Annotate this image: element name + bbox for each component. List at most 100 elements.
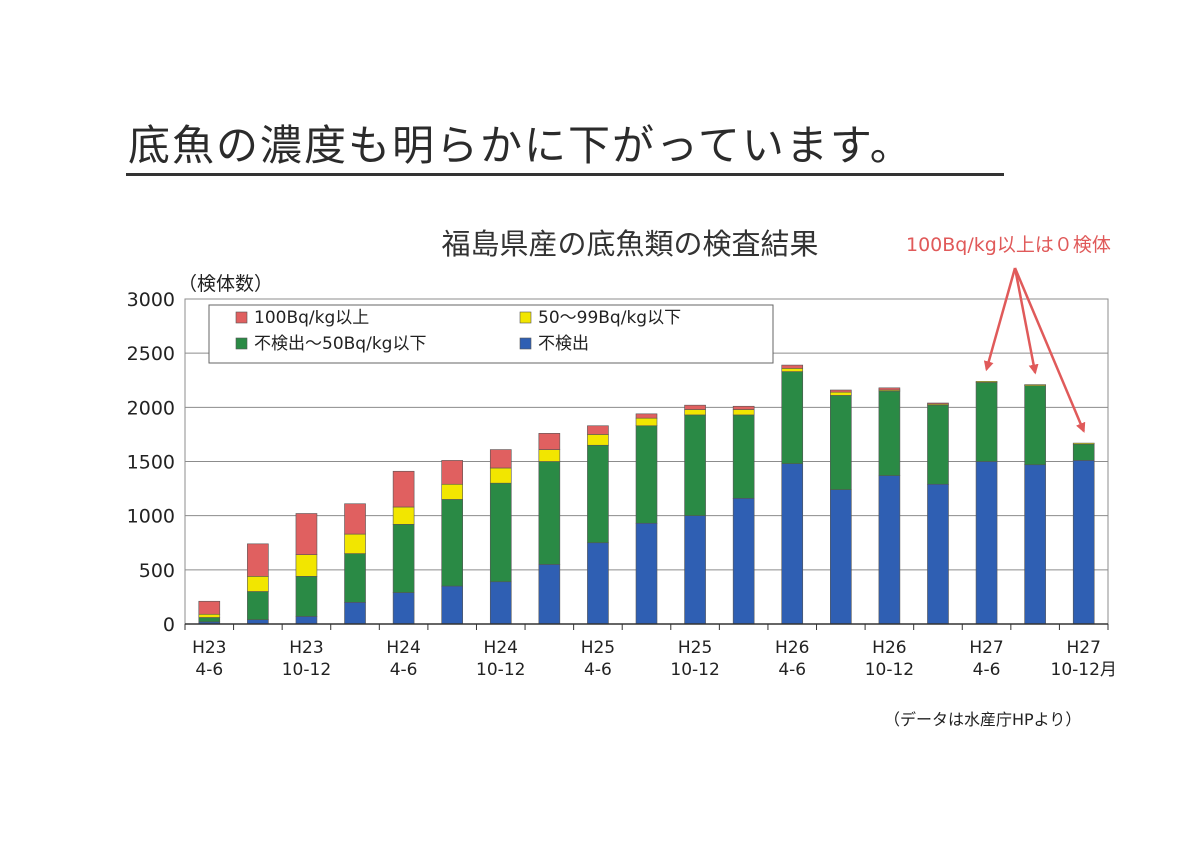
source-note: （データは水産庁HPより） xyxy=(884,710,1082,729)
x-tick-label: 4-6 xyxy=(195,660,223,680)
legend-swatch xyxy=(519,337,532,350)
x-tick-label: H23 xyxy=(289,638,323,658)
legend-label: 不検出 xyxy=(538,334,589,354)
x-tick-label: 10-12 xyxy=(282,660,331,680)
y-tick-label: 2500 xyxy=(127,343,175,365)
bar-segment xyxy=(441,585,463,625)
bar-segment xyxy=(781,463,804,625)
bar-segment xyxy=(635,425,658,524)
bar-segment xyxy=(392,506,415,525)
bar-segment xyxy=(732,498,755,625)
bar-segment xyxy=(732,409,755,416)
bar-segment xyxy=(635,413,658,419)
y-tick-label: 500 xyxy=(139,560,175,582)
bar-segment xyxy=(198,600,221,615)
bar-segment xyxy=(295,554,318,577)
bar-segment xyxy=(684,414,706,516)
bar-segment xyxy=(878,387,901,391)
page-title: 底魚の濃度も明らかに下がっています。 xyxy=(128,121,914,170)
bar-segment xyxy=(538,461,561,565)
bar-segment xyxy=(684,409,706,416)
bar-segment xyxy=(247,576,269,592)
bar-segment xyxy=(392,592,415,625)
bar-segment xyxy=(587,542,609,625)
bar-segment xyxy=(489,449,512,469)
title-underline xyxy=(126,173,1004,176)
x-tick-label: 10-12 xyxy=(670,660,719,680)
bar-segment xyxy=(732,405,755,410)
bar-segment xyxy=(1072,443,1095,461)
x-tick-label: H25 xyxy=(581,638,615,658)
annotation-arrow xyxy=(1013,267,1086,433)
y-tick-label: 1500 xyxy=(127,452,175,474)
x-tick-label: 10-12 xyxy=(476,660,525,680)
legend-box xyxy=(208,304,774,364)
bar-segment xyxy=(684,515,706,625)
bar-segment xyxy=(441,483,463,500)
y-tick-label: 1000 xyxy=(127,506,175,528)
bar-segment xyxy=(198,613,221,618)
bar-segment xyxy=(392,470,415,508)
annotation-arrow xyxy=(983,267,1017,372)
bar-segment xyxy=(392,524,415,593)
x-tick-label: H24 xyxy=(484,638,518,658)
bar-segment xyxy=(1024,385,1046,466)
bar-segment xyxy=(441,460,463,485)
bar-segment xyxy=(635,417,658,427)
bar-segment xyxy=(684,404,706,410)
axis-layer: 050010001500200025003000H234-6H2310-12H2… xyxy=(127,289,1117,680)
bar-segment xyxy=(927,483,949,625)
legend-label: 50～99Bq/kg以下 xyxy=(538,308,681,328)
bar-segment xyxy=(344,503,366,535)
bar-segment xyxy=(732,414,755,499)
bar-segment xyxy=(781,371,804,464)
bar-segment xyxy=(635,522,658,625)
bar-segment xyxy=(538,564,561,625)
annotation-arrow xyxy=(1013,267,1039,375)
bar-segment xyxy=(927,404,949,485)
bar-segment xyxy=(538,433,561,450)
bar-segment xyxy=(781,368,804,372)
y-tick-label: 2000 xyxy=(127,397,175,419)
bar-segment xyxy=(587,444,609,544)
bar-segment xyxy=(878,390,901,476)
x-tick-label: 4-6 xyxy=(584,660,612,680)
bar-segment xyxy=(1072,442,1095,445)
bar-segment xyxy=(295,576,318,617)
x-tick-label: 4-6 xyxy=(390,660,418,680)
bar-segment xyxy=(975,381,998,383)
bar-segment xyxy=(344,533,366,554)
bar-segment xyxy=(830,395,852,490)
bar-segment xyxy=(295,616,318,625)
y-tick-label: 3000 xyxy=(127,289,175,311)
bar-segment xyxy=(198,617,221,623)
bar-segment xyxy=(975,461,998,625)
bar-segment xyxy=(830,389,852,393)
bar-segment xyxy=(1024,464,1046,625)
x-tick-label: 4-6 xyxy=(973,660,1001,680)
legend-swatch xyxy=(519,311,532,324)
legend-swatch xyxy=(235,337,248,350)
bar-segment xyxy=(489,581,512,625)
x-tick-label: H24 xyxy=(386,638,420,658)
y-tick-label: 0 xyxy=(163,614,175,636)
x-tick-label: 4-6 xyxy=(778,660,806,680)
legend-label: 不検出～50Bq/kg以下 xyxy=(254,334,426,354)
bar-segment xyxy=(344,553,366,603)
bar-segment xyxy=(830,489,852,625)
bar-segment xyxy=(1024,384,1046,386)
bar-segment xyxy=(247,543,269,577)
x-tick-label: 10-12 xyxy=(865,660,914,680)
y-axis-label: （検体数） xyxy=(178,273,273,295)
x-tick-label: H25 xyxy=(678,638,712,658)
x-tick-label: H26 xyxy=(872,638,906,658)
bar-segment xyxy=(878,475,901,625)
annotation-arrows xyxy=(983,267,1086,433)
bar-segment xyxy=(344,602,366,625)
bar-segment xyxy=(489,467,512,484)
x-tick-label: H27 xyxy=(969,638,1003,658)
bar-segment xyxy=(781,364,804,369)
